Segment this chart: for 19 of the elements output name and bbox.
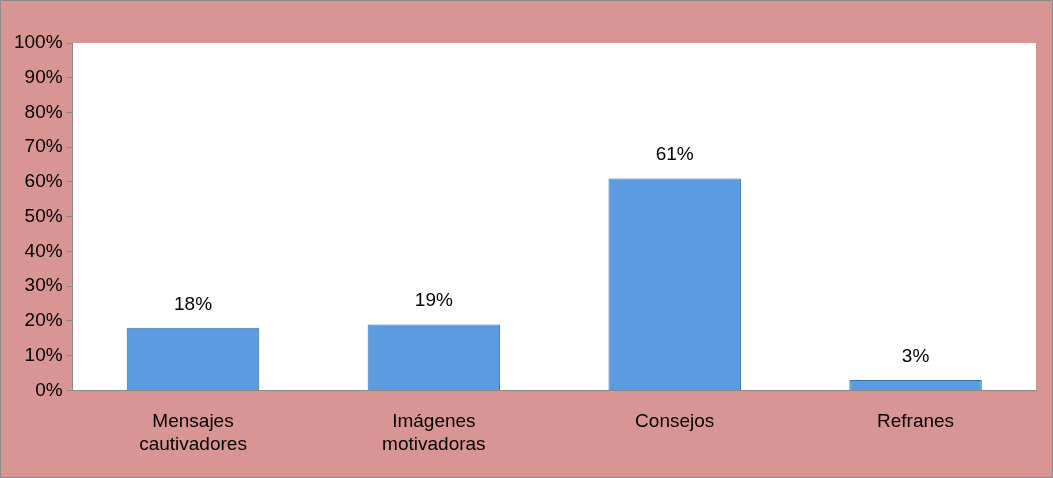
y-tick-label: 80% [24, 100, 63, 122]
x-tick-label: Imágenes motivadoras [382, 410, 486, 454]
x-tick-label: Refranes [877, 410, 955, 432]
data-label: 19% [414, 289, 453, 311]
y-tick-label: 100% [13, 31, 63, 53]
data-label: 61% [655, 143, 694, 165]
data-label: 18% [174, 292, 213, 314]
x-tick-label: Mensajes cautivadores [139, 410, 247, 454]
y-tick-label: 30% [24, 274, 63, 296]
y-tick-label: 70% [24, 135, 63, 157]
y-tick-label: 10% [24, 343, 63, 365]
y-tick-label: 60% [24, 170, 63, 192]
data-label: 3% [901, 344, 930, 366]
y-tick-label: 90% [24, 65, 63, 87]
x-tick-label: Consejos [635, 410, 715, 432]
y-tick-label: 50% [24, 204, 63, 226]
y-tick-label: 20% [24, 309, 63, 331]
y-tick-label: 40% [24, 239, 63, 261]
y-tick-label: 0% [35, 378, 63, 400]
